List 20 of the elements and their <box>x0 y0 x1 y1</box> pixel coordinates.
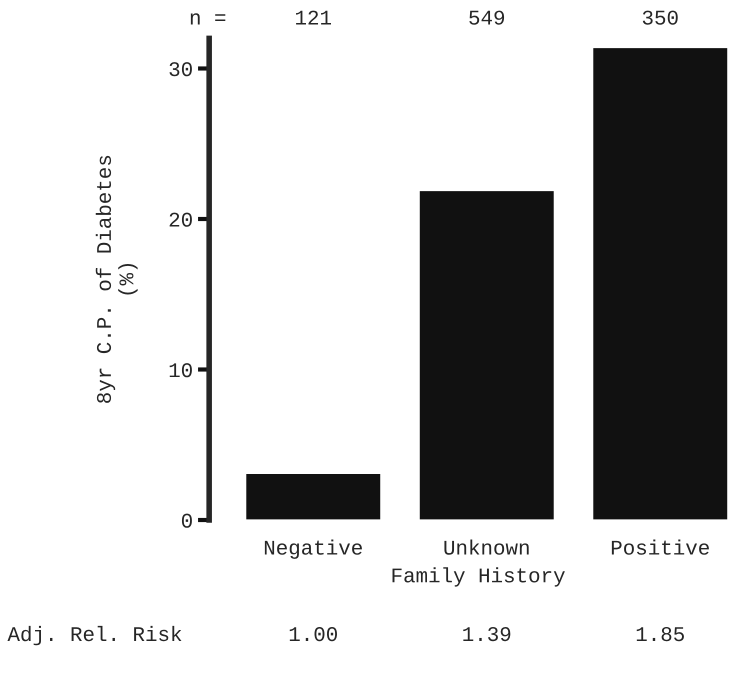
x-tick-label: Negative <box>264 539 362 559</box>
text: 1.39 <box>463 627 510 642</box>
y-tick-label: 30 <box>169 62 192 76</box>
text: 121 <box>296 10 331 25</box>
x-tick-label: Positive <box>612 539 709 555</box>
x-axis-title: Family History <box>392 567 565 587</box>
bar <box>418 190 556 520</box>
text: n = <box>190 13 226 25</box>
text: Adj. Rel. Risk <box>7 626 182 646</box>
y-tick-label: 0 <box>182 514 192 528</box>
x-tick-label: Unknown <box>444 539 529 555</box>
y-tick-label: 10 <box>170 363 192 378</box>
y-tick-label: 20 <box>170 212 192 227</box>
bar <box>592 46 729 520</box>
text: 1.00 <box>290 627 337 642</box>
bar <box>244 472 382 520</box>
text: 1.85 <box>636 627 684 642</box>
y-axis-title: 8yr C.P. of Diabetes (%) <box>96 156 138 403</box>
text: 350 <box>642 10 678 25</box>
text: 549 <box>469 10 504 25</box>
